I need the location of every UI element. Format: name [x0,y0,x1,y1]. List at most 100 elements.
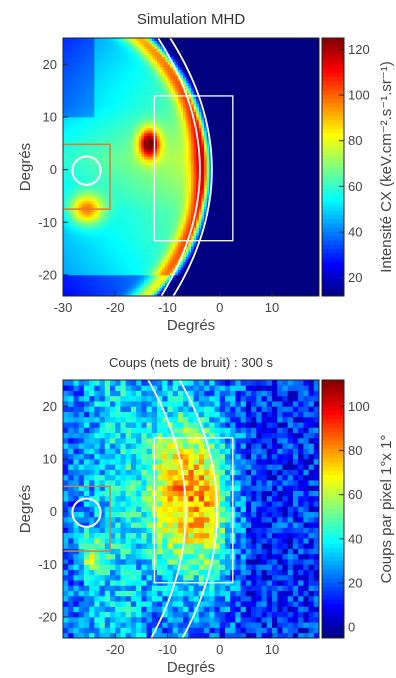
heatmap-cell [120,48,124,52]
heatmap-cell [120,201,124,205]
heatmap-cell [63,64,67,68]
heatmap-cell [73,251,77,255]
heatmap-cell [89,256,93,260]
heatmap-cell [175,227,179,231]
heatmap-cell [183,69,187,73]
heatmap-cell [125,232,129,236]
heatmap-cell [151,151,155,155]
heatmap-cell [159,124,163,128]
heatmap-cell [143,114,147,118]
heatmap-cell [157,195,161,199]
heatmap-cell [149,88,153,92]
heatmap-cell [96,114,100,118]
heatmap-cell [68,261,72,265]
heatmap-cell [143,43,147,47]
heatmap-cell [125,172,129,176]
heatmap-cell [125,230,129,234]
heatmap-cell [123,248,127,252]
heatmap-cell [141,145,145,149]
heatmap-cell [136,77,140,81]
heatmap-cell [180,240,184,244]
heatmap-cell [175,245,179,250]
heatmap-cell [78,245,82,250]
heatmap-cell [63,59,67,63]
heatmap-cell [63,69,67,73]
heatmap-cell [91,251,95,255]
heatmap-cell [89,288,93,292]
heatmap-cell [91,80,95,84]
heatmap-cell [172,243,176,247]
heatmap-cell [146,66,150,70]
heatmap-cell [117,190,121,194]
heatmap-cell [193,193,197,197]
heatmap-cell [183,124,187,128]
heatmap-cell [96,153,100,157]
heatmap-cell [128,267,132,271]
heatmap-cell [128,222,132,226]
heatmap-cell [170,253,174,257]
heatmap-cell [123,272,127,276]
heatmap-cell [130,264,134,268]
heatmap-cell [110,217,114,221]
heatmap-cell [110,269,114,273]
heatmap-cell [63,167,67,171]
heatmap-cell [65,214,69,218]
heatmap-cell [94,214,98,218]
heatmap-cell [81,285,85,289]
heatmap-cell [120,240,124,244]
heatmap-cell [76,56,80,60]
heatmap-cell [185,119,189,123]
heatmap-cell [91,243,95,247]
heatmap-cell [123,172,127,176]
heatmap-cell [136,235,140,239]
heatmap-cell [120,238,124,242]
heatmap-cell [117,209,121,213]
heatmap-cell [104,290,108,294]
heatmap-cell [180,66,184,70]
heatmap-cell [115,119,119,123]
heatmap-cell [96,188,100,192]
heatmap-cell [130,206,134,210]
heatmap-cell [191,277,195,281]
heatmap-cell [130,51,134,55]
heatmap-cell [177,272,181,276]
heatmap-cell [149,224,153,228]
heatmap-cell [76,267,80,271]
heatmap-cell [81,232,85,236]
heatmap-cell [83,111,87,115]
heatmap-cell [191,38,195,42]
heatmap-cell [117,206,121,210]
heatmap-cell [157,93,161,97]
heatmap-cell [185,182,189,186]
heatmap-cell [104,101,108,105]
heatmap-cell [138,288,142,292]
heatmap-cell [170,64,174,68]
heatmap-cell [112,88,116,92]
heatmap-cell [138,222,142,226]
heatmap-cell [102,98,106,102]
heatmap-cell [68,80,72,84]
heatmap-cell [94,61,98,65]
heatmap-cell [120,214,124,218]
heatmap-cell [107,151,111,155]
heatmap-cell [164,98,168,102]
heatmap-cell [112,140,116,144]
heatmap-cell [185,53,189,57]
heatmap-cell [172,90,176,94]
heatmap-cell [146,48,150,52]
heatmap-cell [70,66,74,70]
heatmap-cell [133,106,137,110]
heatmap-cell [107,188,111,192]
heatmap-cell [70,214,74,218]
heatmap-cell [125,177,129,181]
heatmap-cell [133,288,137,292]
heatmap-cell [76,164,80,168]
heatmap-cell [193,293,197,297]
heatmap-cell [76,253,80,257]
heatmap-cell [89,119,93,123]
heatmap-cell [138,280,142,284]
heatmap-cell [125,261,129,265]
heatmap-cell [188,288,192,292]
heatmap-cell [78,253,82,257]
heatmap-cell [138,145,142,149]
